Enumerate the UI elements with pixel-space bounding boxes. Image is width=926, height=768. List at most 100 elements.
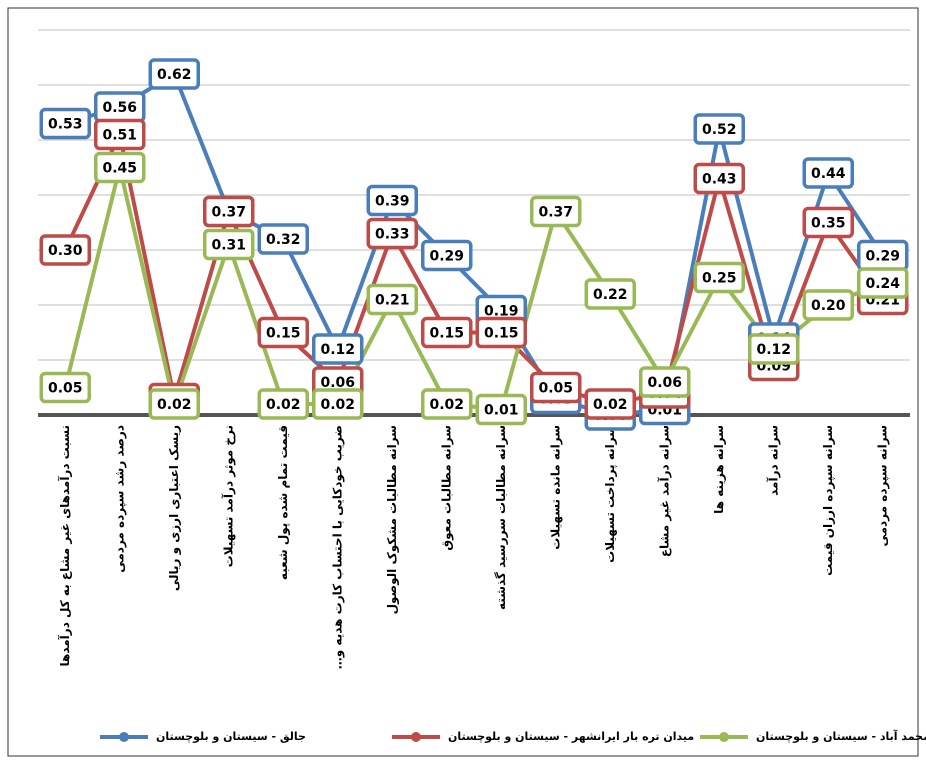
data-label-box [312, 388, 364, 420]
data-label: 0.32 [266, 232, 301, 248]
data-label-box [366, 217, 418, 250]
data-label-box [748, 333, 800, 365]
x-tick-label: سرانه سپرده مردمی [875, 425, 889, 547]
data-label: 0.43 [702, 172, 737, 188]
data-label: 0.05 [48, 381, 83, 397]
data-label-box [39, 234, 91, 266]
data-label: 0.15 [484, 326, 519, 342]
legend-label: میدان تره بار ایرانشهر - سیستان و بلوچست… [448, 730, 694, 743]
data-label: 0.22 [593, 287, 628, 303]
data-label: 0.15 [266, 326, 301, 342]
data-label: 0.39 [375, 194, 410, 210]
data-label-box [257, 388, 309, 420]
data-label: 0.02 [429, 397, 464, 413]
data-label: 0.30 [48, 243, 83, 259]
data-label-box [693, 261, 745, 294]
data-label: 0.12 [756, 342, 791, 358]
data-label: 0.25 [702, 271, 737, 287]
x-tick-label: سرانه درآمد غیر مشاع [656, 425, 671, 557]
data-label: 0.29 [429, 249, 464, 265]
data-label-box [203, 228, 255, 261]
data-label-box [257, 223, 309, 255]
data-label: 0.02 [593, 397, 628, 413]
legend-label: جالق - سیستان و بلوچستان [156, 730, 306, 743]
data-label-box [530, 371, 582, 404]
data-label: 0.51 [102, 128, 137, 144]
data-label-box [857, 267, 909, 299]
data-label: 0.02 [266, 397, 301, 413]
data-label-box [475, 393, 527, 426]
data-label: 0.45 [102, 161, 137, 177]
data-label-box [312, 333, 364, 365]
data-label-box [421, 316, 473, 349]
data-label-box [148, 388, 200, 420]
data-label: 0.53 [48, 117, 83, 133]
data-label-box [584, 388, 636, 420]
data-label: 0.21 [375, 293, 410, 309]
data-label-box [39, 107, 91, 140]
data-label: 0.02 [320, 397, 355, 413]
x-tick-label: سرانه سپرده ارزان قیمت [821, 425, 835, 576]
series-line [64, 72, 885, 417]
data-label: 0.06 [647, 375, 682, 391]
data-label: 0.62 [157, 67, 192, 83]
data-label-box [693, 162, 745, 195]
data-label: 0.35 [811, 216, 846, 232]
data-label: 0.37 [211, 205, 246, 221]
data-label: 0.02 [157, 397, 192, 413]
data-label: 0.20 [811, 298, 846, 314]
data-label-box [802, 206, 854, 239]
data-label-box [584, 278, 636, 310]
data-label: 0.56 [102, 100, 137, 116]
data-label: 0.37 [538, 205, 573, 221]
x-tick-label: درصد رشد سپرده مردمی [112, 425, 126, 573]
x-tick-label: سرانه درآمد [765, 425, 780, 496]
data-label: 0.06 [320, 375, 355, 391]
data-label: 0.52 [702, 122, 737, 138]
data-label: 0.01 [484, 403, 519, 419]
x-tick-label: ریسک اعتباری ارزی و ریالی [167, 425, 182, 591]
x-tick-label: سرانه پرداخت تسهیلات [603, 425, 617, 563]
x-tick-label: ضریب خودکایی با احتساب کارت هدیه و… [330, 425, 345, 669]
data-label: 0.33 [375, 227, 410, 243]
x-tick-label: سرانه مطالبات معوق [439, 425, 454, 551]
data-label: 0.24 [865, 276, 900, 292]
x-tick-label: نرخ موثر درآمد تسهیلات [220, 425, 236, 567]
data-label: 0.19 [484, 304, 519, 320]
data-label: 0.31 [211, 238, 246, 254]
series-line [63, 132, 885, 406]
data-label-box [257, 316, 309, 349]
data-label-box [802, 157, 854, 189]
series-line [63, 165, 884, 412]
legend-label: محمد آباد - سیستان و بلوچستان [756, 729, 926, 743]
legend-marker [119, 732, 129, 742]
x-tick-label: نسبت درآمدهای غیر مشاع به کل درآمدها [57, 425, 72, 667]
chart-frame [7, 7, 919, 757]
data-label-box [39, 371, 91, 404]
data-label-box [366, 184, 418, 217]
data-label: 0.44 [811, 166, 846, 182]
x-tick-label: سرانه مطالبات مشکوک الوصول [385, 425, 400, 614]
data-label-box [530, 195, 582, 228]
data-label: 0.12 [320, 342, 355, 358]
data-label-box [203, 195, 255, 228]
data-label-box [475, 316, 527, 349]
data-label: 0.15 [429, 326, 464, 342]
data-label-box [94, 151, 146, 184]
data-label-box [639, 366, 691, 398]
data-label-box [421, 239, 473, 272]
data-label-box [148, 58, 200, 90]
data-label-box [366, 283, 418, 316]
x-tick-label: سرانه مطالبات سررسید گذشته [494, 425, 508, 610]
data-label-box [802, 289, 854, 321]
legend-marker [411, 732, 421, 742]
x-tick-label: قیمت تمام شده پول شعبه [276, 425, 291, 580]
legend-marker [719, 732, 729, 742]
data-label-box [94, 118, 146, 151]
data-label: 0.29 [865, 249, 900, 265]
x-tick-label: سرانه مانده تسهیلات [548, 425, 562, 550]
data-label-box [693, 113, 745, 145]
x-tick-label: سرانه هزینه ها [712, 425, 726, 514]
data-label: 0.05 [538, 381, 573, 397]
